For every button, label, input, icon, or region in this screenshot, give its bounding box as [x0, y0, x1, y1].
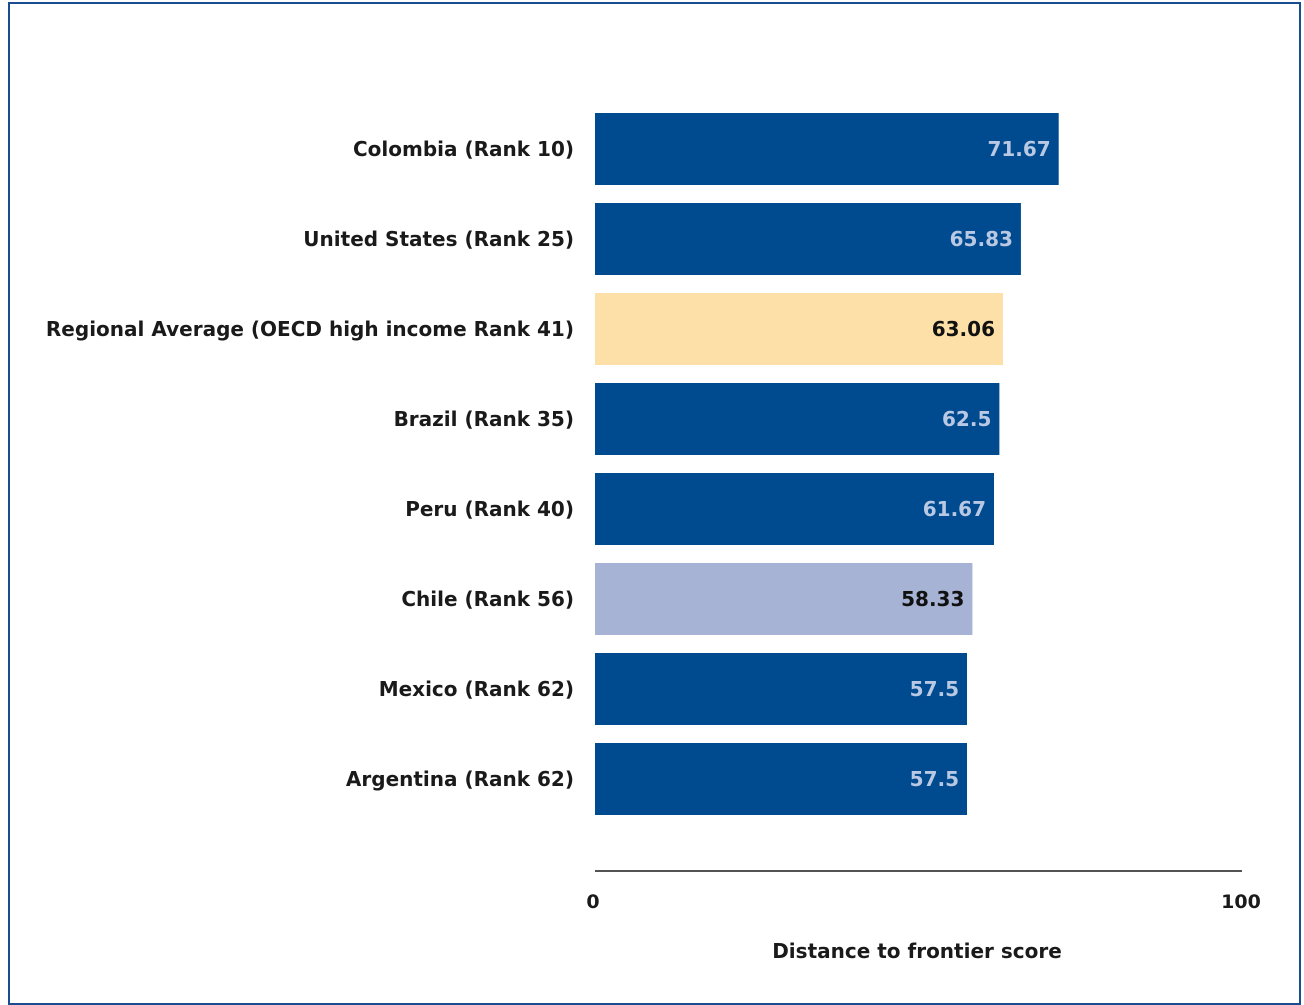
- x-axis-title: Distance to frontier score: [772, 939, 1062, 963]
- value-labels: 71.67 65.83 63.06 62.5 61.67 58.33 57.5 57.5: [901, 137, 1051, 791]
- category-label: Peru (Rank 40): [405, 497, 574, 521]
- data-label: 62.5: [942, 407, 991, 431]
- data-label: 71.67: [987, 137, 1050, 161]
- bar: [595, 203, 1021, 275]
- bar: [595, 563, 973, 635]
- category-label: Chile (Rank 56): [401, 587, 574, 611]
- bar: [595, 653, 968, 725]
- bar: [595, 743, 968, 815]
- category-labels: Colombia (Rank 10) United States (Rank 25…: [46, 137, 574, 791]
- x-tick-label-min: 0: [586, 891, 599, 913]
- category-label: Mexico (Rank 62): [379, 677, 574, 701]
- bars: [595, 113, 1059, 815]
- data-label: 58.33: [901, 587, 964, 611]
- category-label: Argentina (Rank 62): [346, 767, 574, 791]
- data-label: 65.83: [950, 227, 1013, 251]
- data-label: 57.5: [910, 767, 959, 791]
- category-label: Colombia (Rank 10): [353, 137, 574, 161]
- bar: [595, 113, 1059, 185]
- bar: [595, 293, 1003, 365]
- category-label: Brazil (Rank 35): [394, 407, 574, 431]
- bar: [595, 473, 995, 545]
- data-label: 61.67: [923, 497, 986, 521]
- x-tick-label-max: 100: [1221, 891, 1261, 913]
- bar: [595, 383, 1000, 455]
- data-label: 57.5: [910, 677, 959, 701]
- category-label: United States (Rank 25): [303, 227, 574, 251]
- category-label: Regional Average (OECD high income Rank …: [46, 317, 574, 341]
- data-label: 63.06: [932, 317, 995, 341]
